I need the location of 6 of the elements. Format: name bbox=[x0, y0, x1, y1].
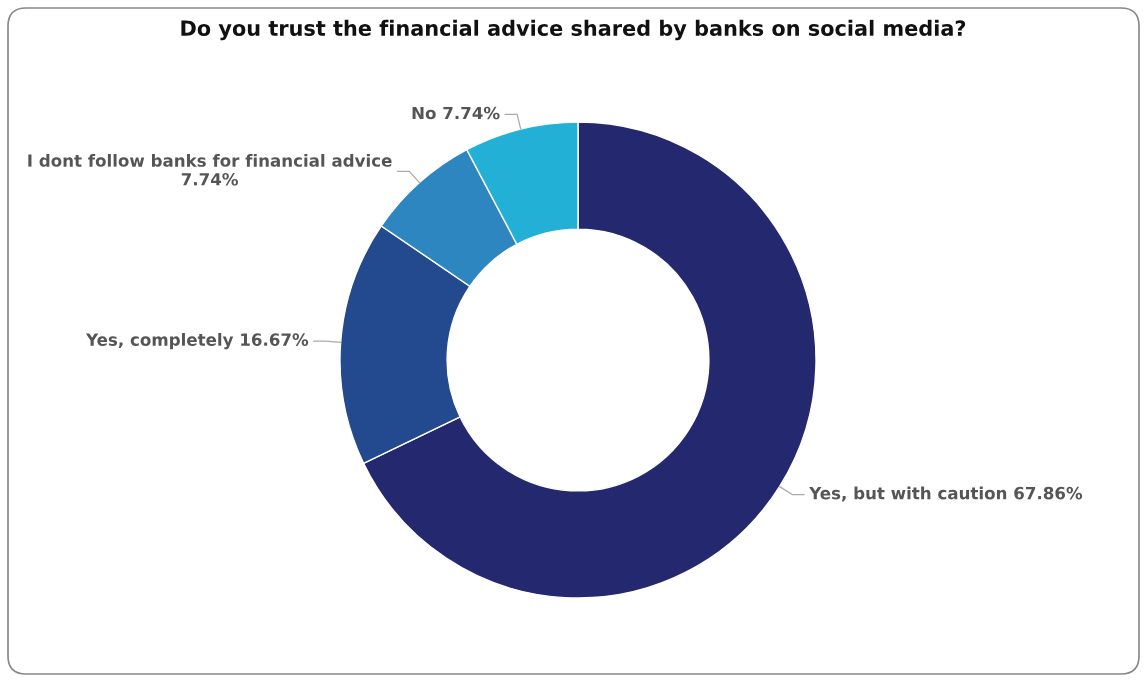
slice-label: Yes, completely 16.67% bbox=[85, 333, 309, 350]
slice-label: Yes, but with caution 67.86% bbox=[809, 486, 1083, 502]
chart-title: Do you trust the financial advice shared by banks on social media? bbox=[181, 19, 966, 41]
data-label: 7.74% bbox=[181, 172, 238, 186]
slice-label: I dont follow banks for financial advice bbox=[28, 153, 392, 167]
slice-label: No 7.74% bbox=[412, 106, 500, 120]
